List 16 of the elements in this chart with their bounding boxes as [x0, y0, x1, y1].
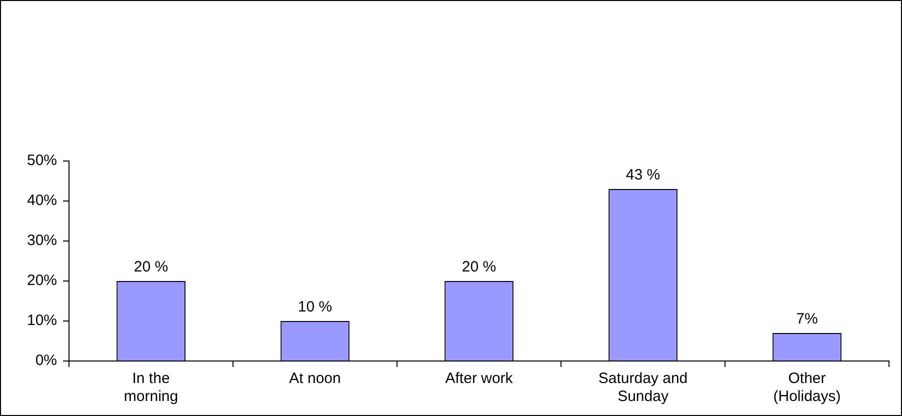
- data-label: 10 %: [298, 298, 332, 316]
- data-label: 20 %: [462, 258, 496, 276]
- y-tick-label: 0%: [35, 352, 58, 370]
- x-tick-label: Other (Holidays): [773, 370, 841, 406]
- data-label: 20 %: [134, 258, 168, 276]
- y-tick-label: 50%: [26, 152, 58, 170]
- y-tick-label: 40%: [26, 192, 58, 210]
- y-tick-label: 10%: [26, 312, 58, 330]
- data-label: 43 %: [626, 166, 660, 184]
- data-label: 7%: [796, 310, 818, 328]
- y-tick-label: 30%: [26, 232, 58, 250]
- x-tick-label: At noon: [289, 370, 341, 388]
- x-tick-label: Saturday and Sunday: [598, 370, 688, 406]
- x-tick-label: In the morning: [124, 370, 178, 406]
- y-tick-label: 20%: [26, 272, 58, 290]
- x-tick-label: After work: [445, 370, 514, 388]
